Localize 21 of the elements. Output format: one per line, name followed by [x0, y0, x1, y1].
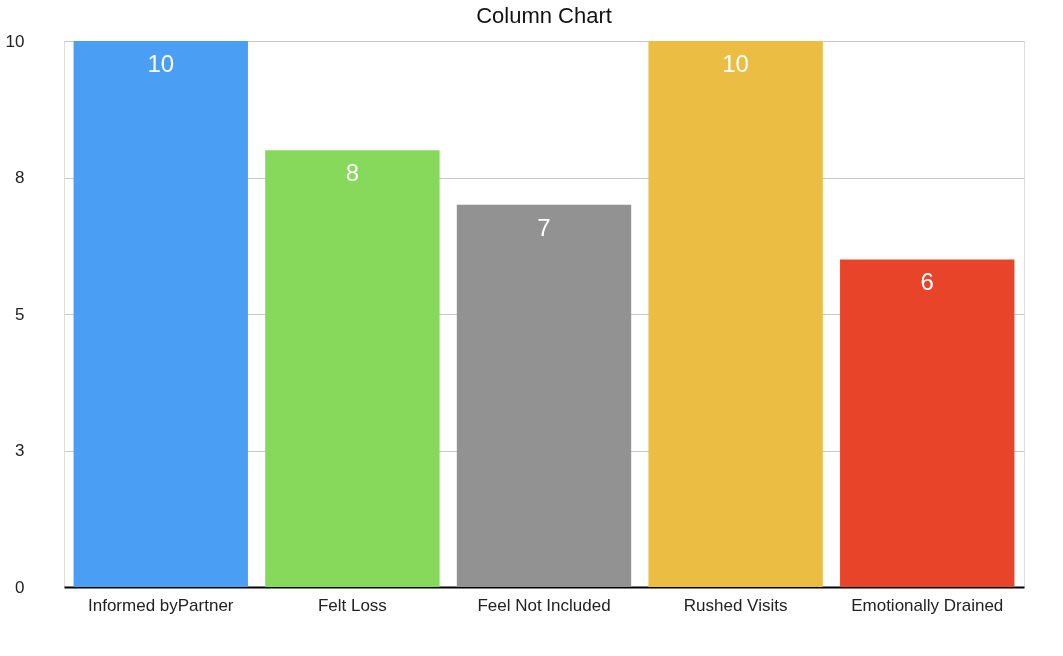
y-tick-label: 0	[15, 577, 25, 597]
y-tick-label: 8	[15, 168, 25, 187]
x-tick-label: Rushed Visits	[683, 595, 788, 615]
bar	[840, 259, 1015, 587]
bar	[648, 41, 823, 587]
x-tick-label: Informed byPartner	[88, 595, 234, 615]
data-label: 8	[345, 159, 360, 187]
x-tick-label: Emotionally Drained	[851, 595, 1004, 615]
bar	[73, 41, 248, 587]
y-tick-label: 10	[5, 31, 25, 51]
bar	[265, 150, 440, 587]
x-tick-label: Feel Not Included	[477, 595, 611, 615]
x-tick-label: Felt Loss	[317, 595, 387, 615]
chart-title: Column Chart	[476, 3, 612, 28]
y-tick-label: 5	[15, 304, 25, 324]
data-label: 6	[920, 268, 934, 296]
data-label: 7	[537, 213, 551, 241]
data-label: 10	[722, 50, 749, 77]
y-tick-label: 3	[15, 441, 25, 460]
data-label: 10	[147, 50, 175, 77]
bar	[456, 204, 632, 587]
